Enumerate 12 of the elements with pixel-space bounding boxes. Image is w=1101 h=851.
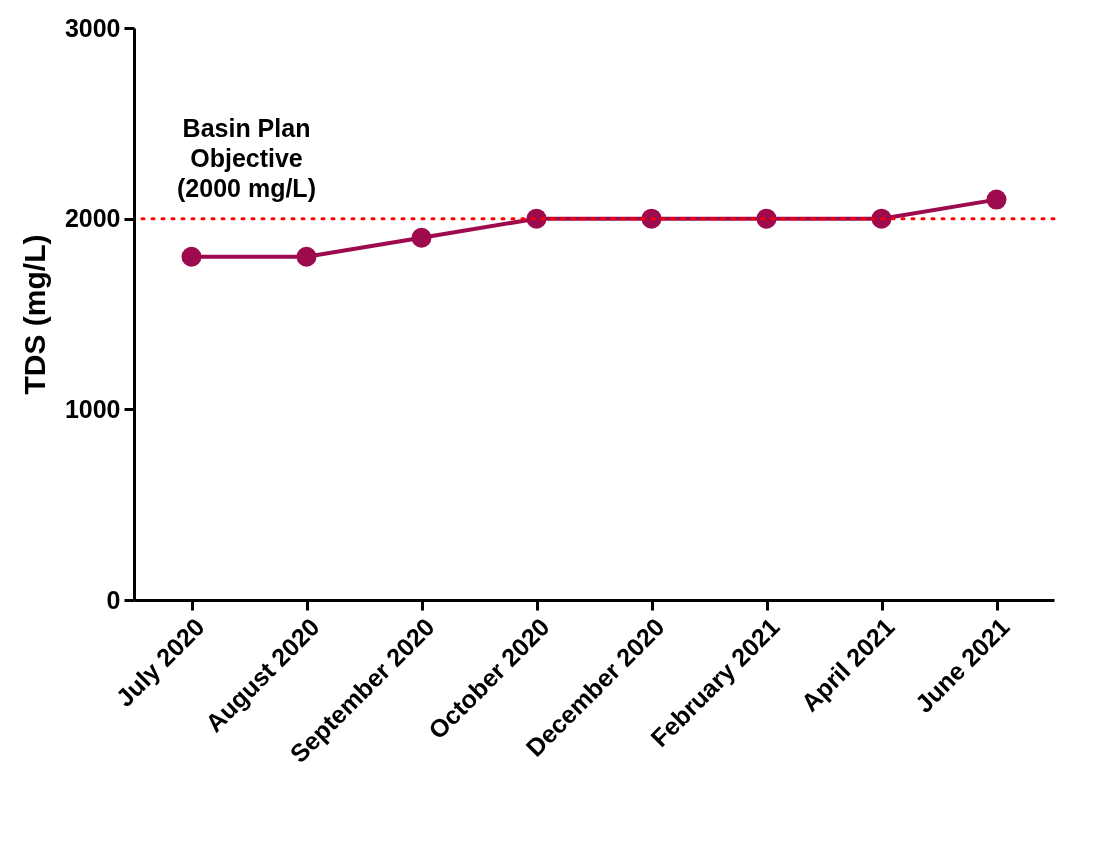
y-tick-label: 0: [106, 585, 121, 614]
point: [181, 246, 202, 267]
point: [986, 189, 1007, 210]
y-tick-label: 1000: [64, 394, 121, 423]
point: [411, 227, 432, 248]
point: [296, 246, 317, 267]
y-tick-label: 2000: [64, 204, 121, 233]
y-axis-title: TDS (mg/L): [17, 234, 51, 395]
ref-line-label: Basin Plan Objective (2000 mg/L): [177, 113, 316, 202]
y-tick-label: 3000: [64, 13, 121, 42]
point: [871, 208, 892, 229]
point: [641, 208, 662, 229]
